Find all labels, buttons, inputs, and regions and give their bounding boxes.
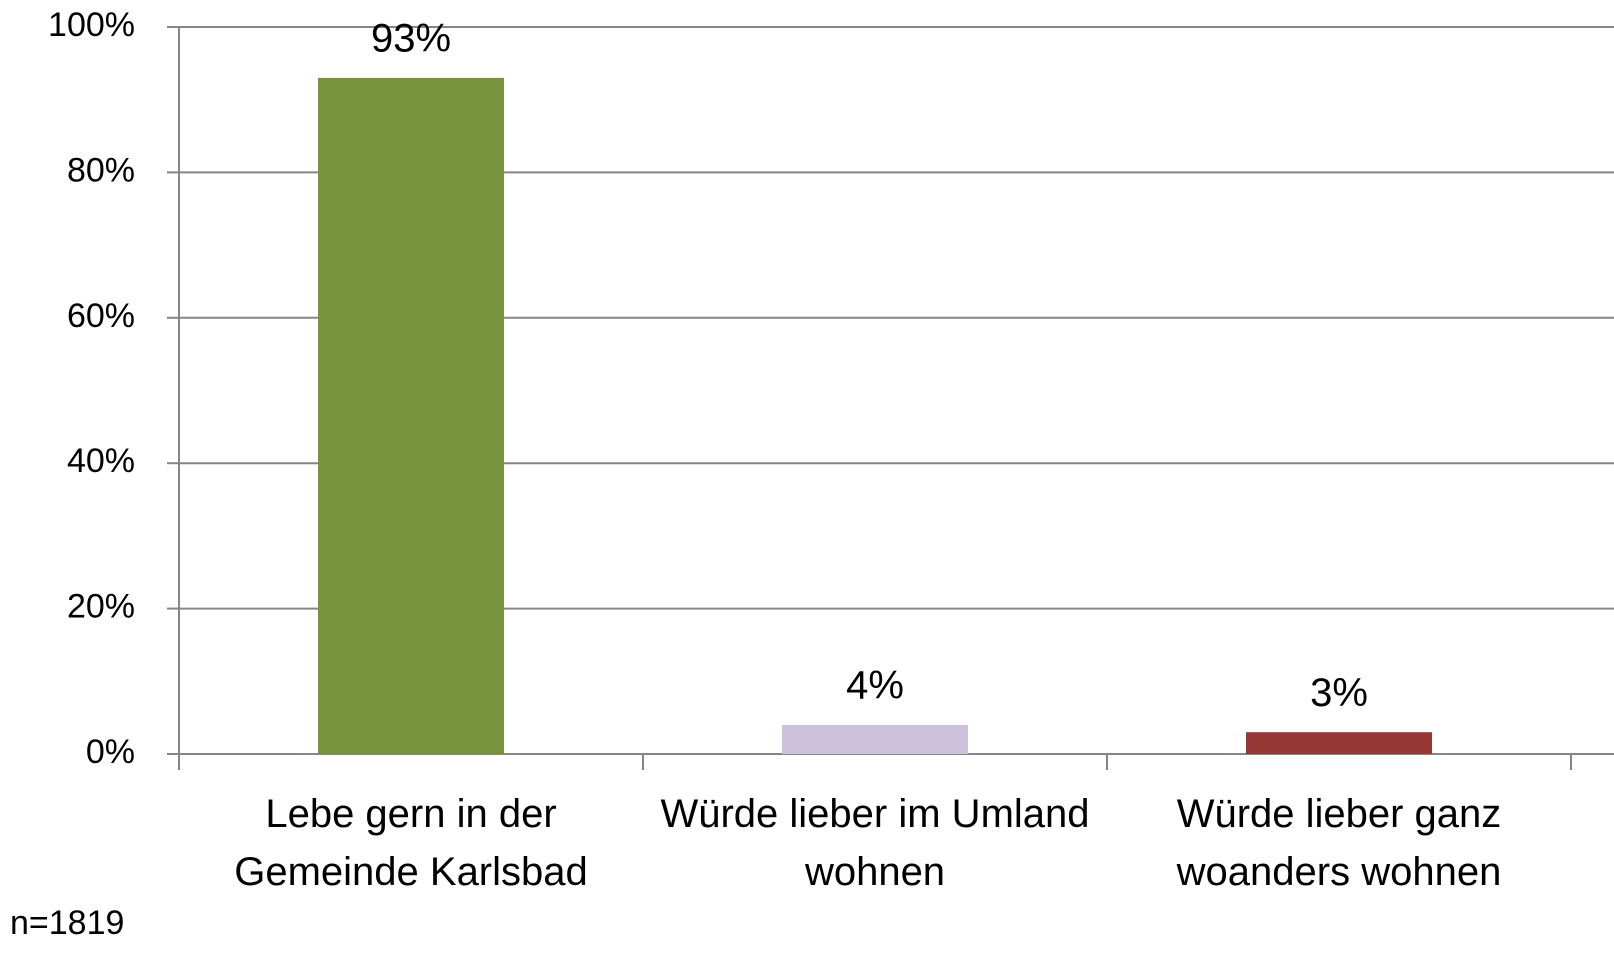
data-label: 4% [846, 663, 904, 707]
data-label: 93% [371, 16, 451, 60]
x-tick-label: Lebe gern in der Gemeinde Karlsbad [234, 792, 588, 894]
data-label: 3% [1310, 671, 1368, 715]
y-tick-label: 80% [67, 151, 135, 189]
sample-note: n=1819 [10, 904, 124, 942]
x-label-box: Würde lieber ganz woanders wohnen [1176, 792, 1502, 894]
bar [1246, 732, 1432, 754]
x-label-box: Würde lieber im Umland wohnen [660, 792, 1090, 894]
y-tick-label: 0% [86, 733, 135, 771]
x-tick-label: Würde lieber ganz woanders wohnen [1176, 792, 1502, 894]
x-label-box: Lebe gern in der Gemeinde Karlsbad [234, 792, 588, 894]
y-tick-label: 20% [67, 588, 135, 626]
y-tick-label: 60% [67, 297, 135, 335]
y-tick-label: 100% [48, 6, 135, 44]
bar [782, 724, 968, 754]
x-tick-label: Würde lieber im Umland wohnen [660, 792, 1090, 894]
y-tick-label: 40% [67, 442, 135, 480]
bar [318, 77, 504, 754]
